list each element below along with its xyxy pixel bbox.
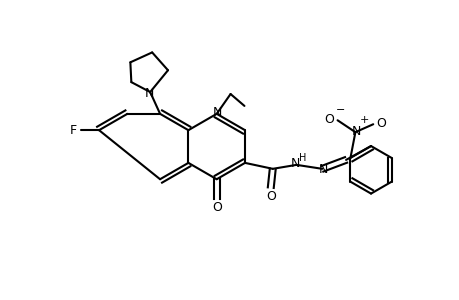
Text: O: O [324,113,334,126]
Text: F: F [70,124,77,137]
Text: N: N [144,86,153,100]
Text: N: N [351,125,360,138]
Text: N: N [290,158,300,170]
Text: O: O [211,202,221,214]
Text: −: − [335,105,344,116]
Text: N: N [213,106,222,119]
Text: O: O [375,117,385,130]
Text: H: H [298,153,306,163]
Text: +: + [359,115,368,125]
Text: O: O [265,190,275,203]
Text: N: N [318,163,327,176]
